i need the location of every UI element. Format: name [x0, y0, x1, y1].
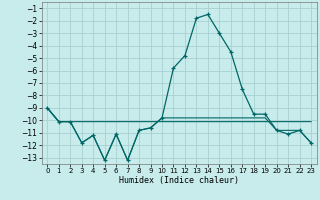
X-axis label: Humidex (Indice chaleur): Humidex (Indice chaleur): [119, 176, 239, 185]
